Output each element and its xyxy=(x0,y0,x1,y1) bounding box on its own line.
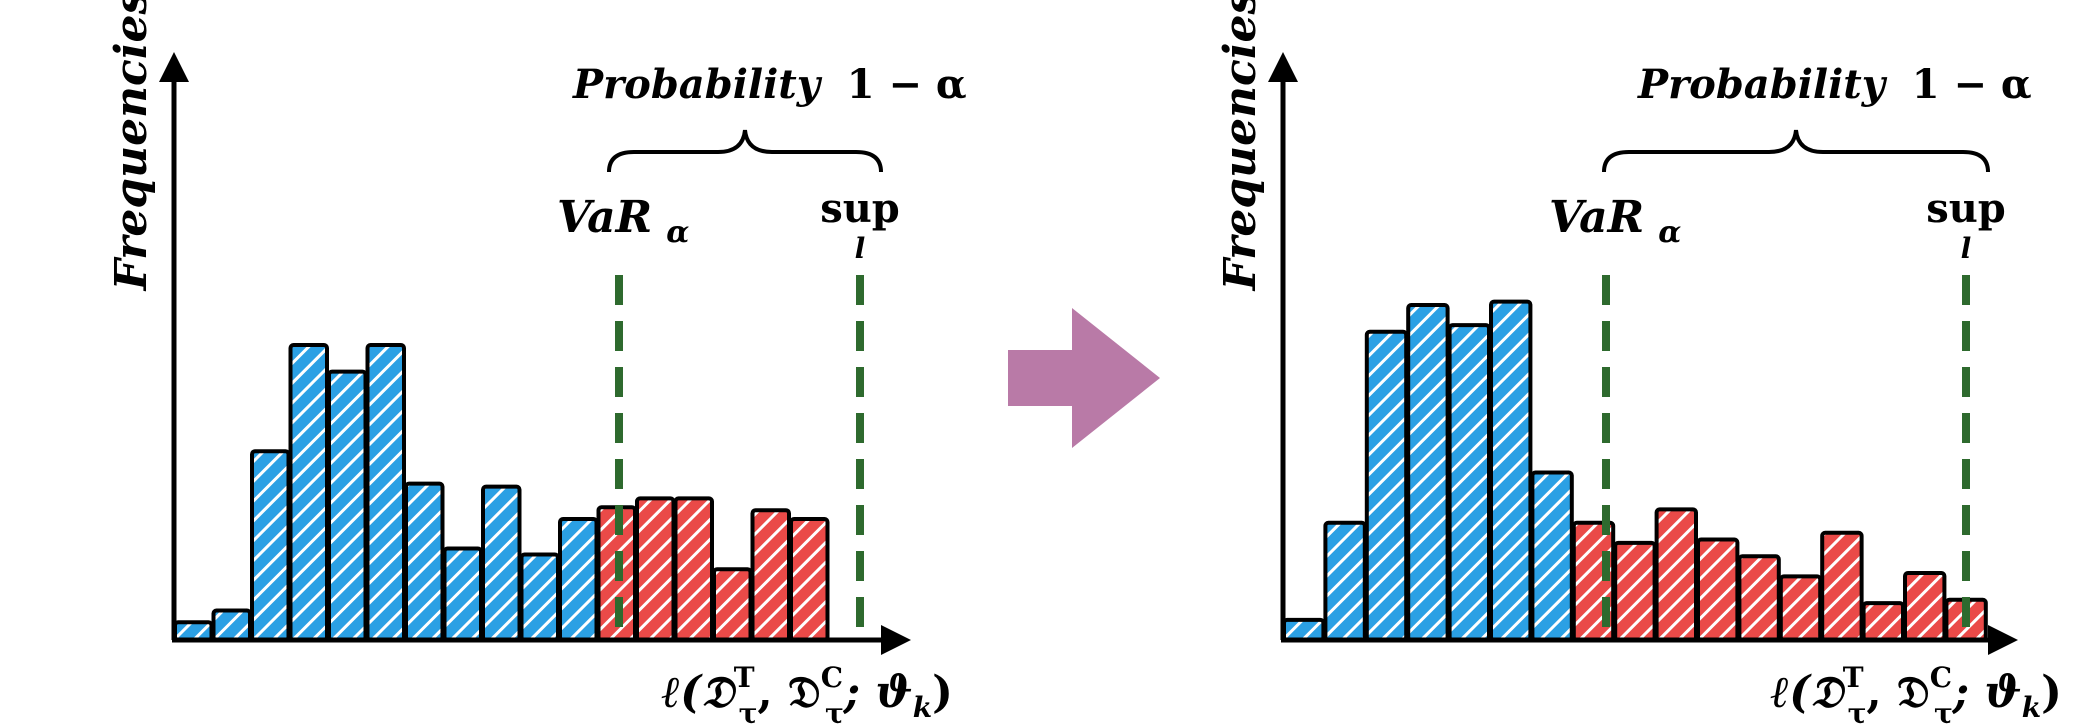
histogram-bar-right-11-tail xyxy=(1696,537,1740,642)
var-sub-left: α xyxy=(666,215,689,250)
histogram-bar-left-2 xyxy=(211,608,252,642)
x-label-right-c: ; ϑ xyxy=(1951,667,2022,718)
histogram-bar-left-11 xyxy=(558,517,599,642)
x-label-left-k: k xyxy=(913,691,932,724)
brace-label-left: Probability 1 − α xyxy=(572,61,967,108)
histogram-bar-left-15-tail xyxy=(712,567,753,643)
x-label-right-d: ) xyxy=(2041,667,2062,718)
histogram-bar-left-3 xyxy=(250,449,291,643)
var-sub-right: α xyxy=(1658,215,1681,250)
brace-probability-right: Probability xyxy=(1637,61,1888,108)
histogram-bar-left-17-tail xyxy=(789,517,830,642)
sup-sub-right: l xyxy=(1961,232,1972,265)
histogram-bar-left-14-tail xyxy=(673,496,714,642)
var-label-right: VaR α xyxy=(1549,192,1681,250)
x-label-right-C: C xyxy=(1930,661,1952,694)
x-label-left-d: ) xyxy=(932,667,953,718)
histogram-bar-right-7 xyxy=(1530,470,1574,642)
x-label-left-tau: τ xyxy=(739,697,758,728)
histogram-bar-left-10 xyxy=(519,552,560,643)
bars-right xyxy=(1282,299,1988,643)
transition-arrow xyxy=(1008,308,1160,448)
y-label-left: Frequencies xyxy=(106,0,157,292)
sup-sub-left: l xyxy=(855,232,866,265)
histogram-bar-right-15-tail xyxy=(1861,601,1905,642)
brace-label-right: Probability 1 − α xyxy=(1637,61,2032,108)
histogram-bar-right-3 xyxy=(1364,329,1409,642)
histogram-bar-left-8 xyxy=(442,546,483,642)
histogram-bar-left-7 xyxy=(404,481,445,642)
histogram-bar-right-2 xyxy=(1323,520,1367,643)
histogram-bar-left-4 xyxy=(288,343,329,642)
x-label-left-b: , 𝔇 xyxy=(757,667,820,718)
x-label-left-c: ; ϑ xyxy=(842,667,913,718)
x-label-right-b: , 𝔇 xyxy=(1866,667,1929,718)
histogram-bar-left-13-tail xyxy=(635,496,676,642)
bars-left xyxy=(173,343,830,643)
brace-expr-left: 1 − α xyxy=(847,61,967,108)
var-text-left: VaR xyxy=(557,192,652,243)
x-label-left: ℓ(𝔇T τ, 𝔇C τ; ϑk) xyxy=(661,661,953,728)
x-label-right-k: k xyxy=(2022,691,2041,724)
histogram-bar-right-9-tail xyxy=(1613,540,1657,643)
var-label-left: VaR α xyxy=(557,192,689,250)
x-label-left-T: T xyxy=(734,661,755,694)
brace-probability-left: Probability xyxy=(572,61,823,108)
x-label-left-tau2: τ xyxy=(825,697,844,728)
histogram-bar-right-5 xyxy=(1447,323,1491,642)
brace-left xyxy=(607,129,883,173)
var-text-right: VaR xyxy=(1549,192,1644,243)
x-label-right-T: T xyxy=(1843,661,1864,694)
chart-right: Probability 1 − α VaR α sup l Frequencie… xyxy=(1215,0,2062,728)
x-label-right-a: ℓ(𝔇 xyxy=(1770,667,1846,718)
histogram-bar-right-1 xyxy=(1282,617,1326,643)
sup-label-right: sup xyxy=(1926,185,2006,232)
histogram-bar-left-16-tail xyxy=(750,508,791,643)
sup-label-left: sup xyxy=(820,185,900,232)
x-label-right-tau2: τ xyxy=(1934,697,1953,728)
histogram-bar-right-14-tail xyxy=(1820,530,1864,642)
x-label-left-C: C xyxy=(821,661,843,694)
x-label-left-a: ℓ(𝔇 xyxy=(661,667,737,718)
x-label-right: ℓ(𝔇T τ, 𝔇C τ; ϑk) xyxy=(1770,661,2062,728)
histogram-bar-right-16-tail xyxy=(1903,571,1947,642)
chart-left: Probability 1 − α VaR α sup l Frequencie… xyxy=(106,0,967,728)
histogram-bar-right-10-tail xyxy=(1654,507,1698,643)
histogram-bar-left-5 xyxy=(327,369,368,642)
histogram-bar-right-4 xyxy=(1406,303,1450,642)
histogram-bar-left-9 xyxy=(481,484,522,642)
histogram-bar-right-13-tail xyxy=(1778,574,1823,643)
x-label-right-tau: τ xyxy=(1848,697,1867,728)
brace-expr-right: 1 − α xyxy=(1912,61,2032,108)
y-label-right: Frequencies xyxy=(1215,0,1266,292)
histogram-bar-left-6 xyxy=(365,343,406,642)
histogram-bar-right-6 xyxy=(1489,299,1533,642)
brace-right xyxy=(1602,129,1990,173)
histogram-bar-left-1 xyxy=(173,620,214,642)
histogram-bar-right-12-tail xyxy=(1737,554,1781,643)
